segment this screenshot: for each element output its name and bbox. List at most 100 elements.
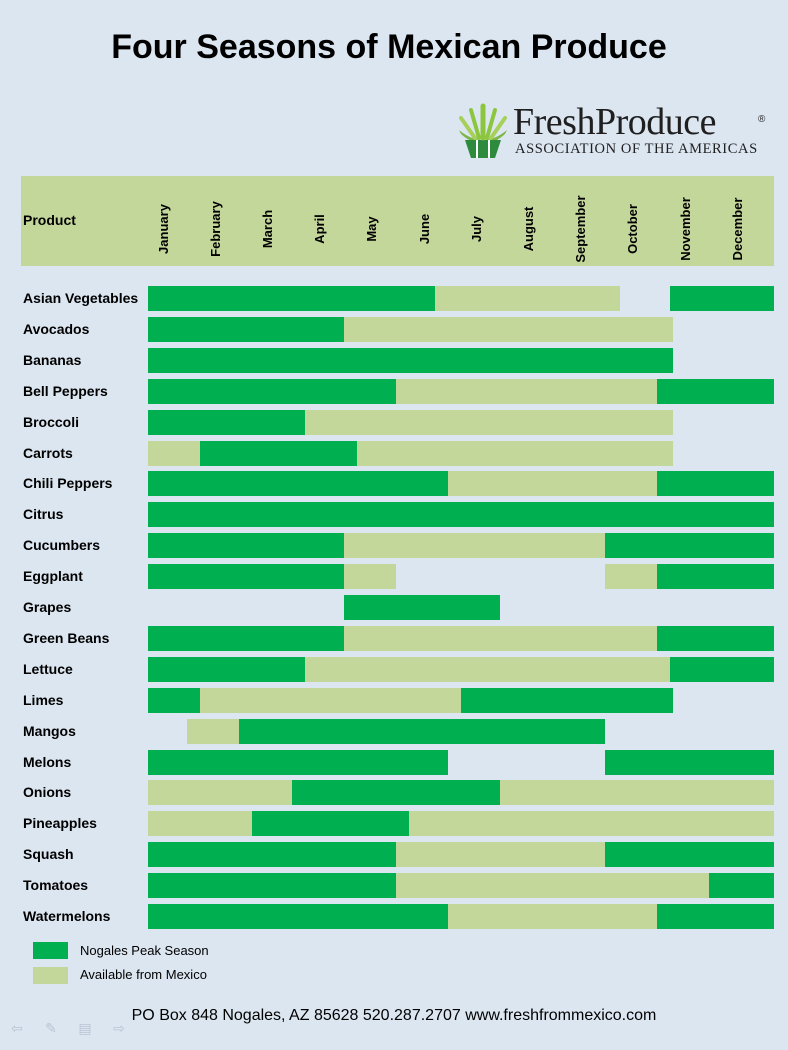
pen-icon[interactable]: ✎ [45,1020,57,1036]
available-bar [148,780,292,806]
available-bar [343,533,605,559]
forward-arrow-icon[interactable]: ⇨ [113,1020,125,1036]
available-bar [148,811,253,837]
available-bar [448,904,657,929]
available-bar [395,378,657,404]
available-bar [200,687,462,713]
product-label: Asian Vegetables [23,290,139,306]
legend-available-label: Available from Mexico [80,967,207,982]
peak-season-bar [148,904,449,929]
sprout-logo-icon [459,103,507,158]
available-bar [395,873,710,899]
peak-season-bar [148,656,305,682]
peak-season-bar [252,811,409,837]
peak-season-bar [148,378,396,404]
peak-season-bar [148,749,449,775]
peak-season-bar [604,749,774,775]
page-title: Four Seasons of Mexican Produce [111,28,667,66]
available-bar [448,471,657,497]
available-bar [148,440,201,466]
logo-subtitle: ASSOCIATION OF THE AMERICAS [515,141,758,157]
peak-season-bar [148,533,344,559]
product-label: Onions [23,784,72,801]
peak-season-bar [291,780,501,806]
association-logo: FreshProduce ® ASSOCIATION OF THE AMERIC… [455,100,775,162]
legend-available-swatch [33,967,68,984]
peak-season-bar [656,904,774,929]
product-label: Tomatoes [23,877,89,894]
peak-season-bar [239,718,605,744]
product-label: Limes [23,691,64,708]
available-bar [435,286,621,311]
peak-season-bar [656,625,774,651]
month-label-january: January [155,204,171,254]
product-label: Eggplant [23,568,83,585]
available-bar [343,564,396,590]
peak-season-bar [200,440,357,466]
header-band [21,176,774,266]
legend-peak-label: Nogales Peak Season [80,943,209,958]
available-bar [356,440,673,466]
peak-season-bar [148,286,436,311]
back-arrow-icon[interactable]: ⇦ [11,1020,23,1036]
month-label-february: February [207,201,223,257]
product-label: Bell Peppers [23,382,108,399]
product-label: Avocados [23,320,90,337]
available-bar [343,625,657,651]
peak-season-bar [148,316,344,342]
available-bar [187,718,240,744]
product-label: Broccoli [23,413,80,430]
month-label-may: May [364,216,380,242]
month-label-november: November [677,197,693,261]
peak-season-bar [148,471,449,497]
month-label-december: December [729,197,745,261]
product-label: Squash [23,846,74,863]
peak-season-bar [709,873,774,899]
peak-season-bar [148,842,396,868]
peak-season-bar [148,564,344,590]
product-label: Citrus [23,506,64,523]
product-label: Bananas [23,351,82,368]
product-label: Mangos [23,722,76,739]
peak-season-bar [148,873,396,899]
month-label-april: April [312,214,328,244]
month-label-june: June [416,213,432,245]
available-bar [604,564,657,590]
peak-season-bar [343,595,501,620]
registered-mark: ® [758,114,766,125]
logo-name: FreshProduce [513,101,716,143]
month-label-august: August [521,206,537,252]
month-label-july: July [468,216,484,243]
product-label: Cucumbers [23,537,101,554]
product-header: Product [23,212,76,228]
available-bar [304,656,670,682]
peak-season-bar [148,502,774,528]
product-label: Pineapples [23,815,97,832]
product-label: Chili Peppers [23,475,113,492]
peak-season-bar [656,564,774,590]
available-bar [395,842,605,868]
peak-season-bar [148,347,673,373]
available-bar [343,316,673,342]
menu-icon[interactable]: ▤ [78,1020,92,1036]
legend-peak-swatch [33,942,68,959]
available-bar [304,409,673,435]
peak-season-bar [656,471,774,497]
available-bar [500,780,774,806]
available-bar [409,811,774,837]
product-label: Grapes [23,599,72,615]
peak-season-bar [656,378,774,404]
month-label-october: October [625,204,641,254]
product-label: Melons [23,753,72,770]
peak-season-bar [604,842,774,868]
product-label: Green Beans [23,629,110,646]
product-label: Carrots [23,444,73,461]
product-label: Lettuce [23,660,73,677]
peak-season-bar [148,409,305,435]
peak-season-bar [148,687,201,713]
month-label-march: March [260,209,276,249]
peak-season-bar [148,625,344,651]
peak-season-bar [461,687,673,713]
month-label-september: September [573,195,589,263]
peak-season-bar [604,533,774,559]
